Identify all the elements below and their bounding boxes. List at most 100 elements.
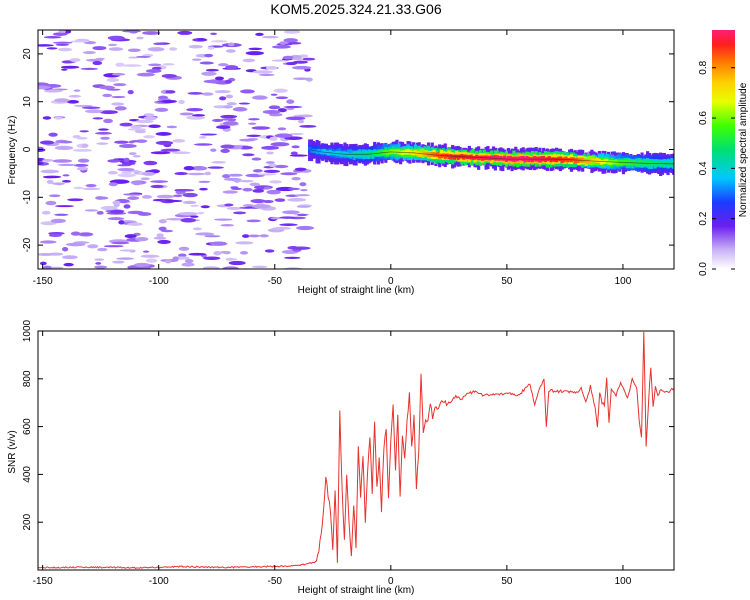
spectrogram-noise-mark: [204, 171, 212, 176]
spectrogram-ridge-mark: [347, 153, 351, 158]
spectrogram-ridge-mark: [612, 160, 616, 165]
spectrogram-noise-mark: [271, 226, 292, 230]
spectrogram-ridge-mark: [315, 149, 319, 155]
spectrogram-noise-mark: [95, 262, 102, 265]
spectrogram-noise-mark: [213, 251, 222, 256]
spectrogram-ridge-mark: [404, 149, 408, 155]
spectrogram-noise-mark: [259, 234, 269, 238]
spectrogram-noise-mark: [140, 254, 160, 258]
snr-ytick-label: 800: [22, 370, 33, 387]
spectrogram-noise-mark: [108, 47, 124, 51]
spectrogram-noise-mark: [247, 122, 257, 125]
spectrogram-ridge-mark: [374, 151, 379, 156]
spectrogram-ridge-mark: [560, 157, 564, 163]
spectrogram-noise-mark: [140, 177, 151, 181]
spectrogram-noise-mark: [302, 57, 316, 61]
spectrogram-noise-mark: [136, 36, 144, 40]
spectrogram-noise-mark: [226, 206, 242, 210]
spectrogram-noise-mark: [214, 89, 231, 94]
spectrogram-noise-mark: [280, 172, 298, 176]
spectrogram-noise-mark: [42, 175, 62, 179]
spectrogram-noise-mark: [156, 233, 164, 238]
spectrogram-noise-mark: [197, 211, 205, 215]
spectrogram-noise-mark: [132, 181, 142, 186]
spectrogram-ridge-mark: [651, 161, 655, 167]
spectrogram-noise-mark: [220, 144, 235, 149]
spectrogram-noise-mark: [178, 212, 198, 216]
spectrogram-ridge-mark: [493, 155, 497, 161]
spectrogram-ridge-mark: [495, 155, 499, 161]
spectrogram-noise-mark: [39, 240, 57, 244]
spectrogram-noise-mark: [251, 204, 271, 209]
spectrogram-noise-mark: [127, 128, 147, 131]
spectrogram-noise-mark: [48, 233, 62, 238]
spectrogram-noise-mark: [266, 189, 281, 195]
spectrogram-noise-mark: [61, 246, 69, 252]
spectrogram-noise-mark: [204, 235, 221, 238]
spectrogram-noise-mark: [43, 89, 63, 93]
spectrogram-noise-mark: [110, 209, 124, 214]
spectrogram-marks: [38, 30, 674, 269]
spectrogram-noise-mark: [210, 40, 228, 43]
spectrogram-noise-mark: [127, 222, 143, 226]
spectrogram-noise-mark: [162, 63, 175, 66]
spectrogram-ridge-mark: [308, 146, 312, 151]
spectrogram-noise-mark: [232, 107, 248, 112]
spectrogram-noise-mark: [41, 159, 54, 162]
spectrogram-noise-mark: [242, 153, 255, 157]
spectrogram-noise-mark: [178, 253, 187, 258]
spectrogram-noise-mark: [112, 260, 125, 264]
spectrogram-xtick-label: 100: [615, 276, 632, 287]
spectrogram-noise-mark: [128, 152, 137, 156]
spectrogram-noise-mark: [274, 198, 286, 202]
spectrogram-noise-mark: [275, 96, 289, 100]
spectrogram-noise-mark: [300, 188, 308, 192]
spectrogram-noise-mark: [198, 180, 211, 183]
spectrogram-noise-mark: [172, 139, 186, 143]
spectrogram-noise-mark: [166, 125, 178, 129]
spectrogram-noise-mark: [150, 151, 171, 155]
spectrogram-noise-mark: [76, 166, 89, 171]
snr-y-axis: 200 400 600 800 1000: [22, 319, 674, 531]
spectrogram-noise-mark: [118, 220, 125, 225]
spectrogram-noise-mark: [63, 262, 74, 267]
spectrogram-noise-mark: [108, 182, 118, 187]
spectrogram-noise-mark: [70, 40, 90, 43]
snr-xtick-label: 100: [615, 576, 632, 587]
spectrogram-ridge-mark: [621, 160, 626, 166]
spectrogram-noise-mark: [251, 126, 271, 130]
spectrogram-noise-mark: [107, 170, 118, 175]
spectrogram-noise-mark: [250, 199, 266, 204]
spectrogram-noise-mark: [72, 148, 93, 152]
spectrogram-noise-mark: [85, 183, 97, 188]
spectrogram-noise-mark: [107, 159, 121, 163]
spectrogram-noise-mark: [117, 167, 135, 172]
spectrogram-noise-mark: [52, 159, 73, 163]
spectrogram-noise-mark: [94, 131, 113, 135]
spectrogram-noise-mark: [66, 99, 79, 104]
spectrogram-noise-mark: [60, 68, 68, 71]
spectrogram-noise-mark: [274, 133, 293, 138]
spectrogram-ridge-mark: [649, 160, 653, 166]
spectrogram-ridge-mark: [564, 156, 568, 161]
colorbar-tick-label: 0.2: [698, 211, 709, 225]
spectrogram-noise-mark: [269, 180, 282, 184]
spectrogram-noise-mark: [240, 251, 249, 255]
spectrogram-ridge-mark: [553, 157, 557, 162]
spectrogram-ridge-mark: [672, 161, 674, 166]
spectrogram-ridge-mark: [556, 156, 561, 161]
spectrogram-noise-mark: [122, 64, 142, 67]
colorbar-tick-label: 0.4: [698, 161, 709, 175]
spectrogram-noise-mark: [73, 163, 89, 167]
spectrogram-noise-mark: [182, 192, 198, 198]
spectrogram-noise-mark: [70, 231, 81, 236]
spectrogram-ridge-mark: [599, 159, 603, 165]
spectrogram-noise-mark: [176, 188, 195, 192]
spectrogram-noise-mark: [266, 151, 274, 155]
spectrogram-noise-mark: [199, 187, 208, 191]
spectrogram-noise-mark: [73, 89, 81, 92]
spectrogram-ridge-mark: [660, 161, 665, 168]
spectrogram-noise-mark: [248, 47, 263, 51]
spectrogram-noise-mark: [179, 112, 194, 116]
spectrogram-ridge-mark: [605, 158, 609, 163]
